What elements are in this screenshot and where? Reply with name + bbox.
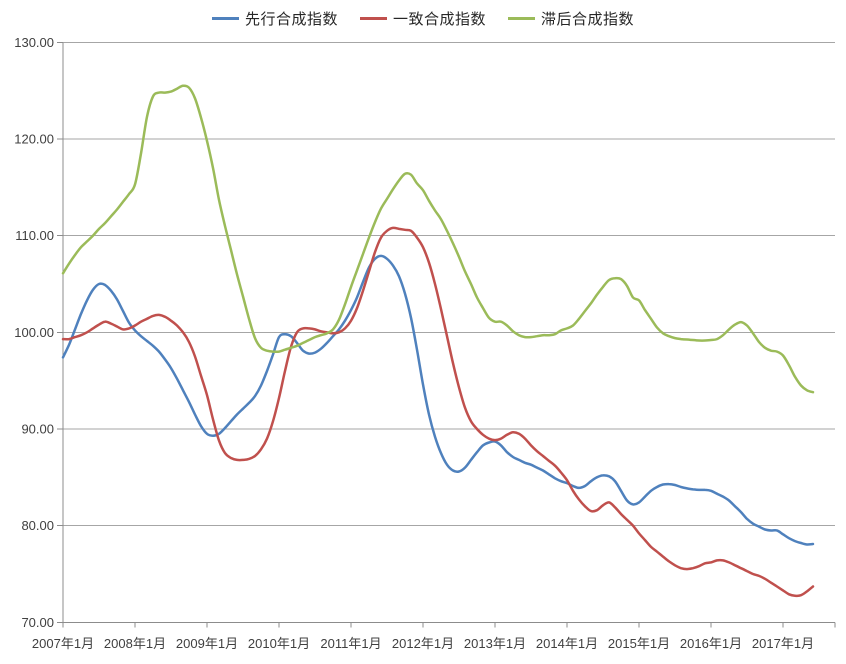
series-line-3 xyxy=(61,84,815,394)
legend-item-2: 一致合成指数 xyxy=(359,8,486,29)
y-axis-label-130: 130.00 xyxy=(14,35,54,50)
chart-legend: 先行合成指数 一致合成指数 滞后合成指数 xyxy=(0,8,846,29)
legend-label: 先行合成指数 xyxy=(244,11,338,28)
x-axis-label-2010: 2010年1月 xyxy=(248,636,310,651)
legend-line-swatch xyxy=(211,17,239,20)
x-axis-label-2012: 2012年1月 xyxy=(392,636,454,651)
x-axis-label-2016: 2016年1月 xyxy=(680,636,742,651)
x-axis-label-2009: 2009年1月 xyxy=(176,636,238,651)
legend-label: 一致合成指数 xyxy=(392,11,486,28)
series-line-2 xyxy=(61,226,815,598)
y-axis-label-120: 120.00 xyxy=(14,132,54,147)
y-axis-label-100: 100.00 xyxy=(14,325,54,340)
series-line-1 xyxy=(61,254,815,546)
x-axis-label-2007: 2007年1月 xyxy=(32,636,94,651)
x-axis-label-2011: 2011年1月 xyxy=(320,636,381,651)
x-axis-label-2017: 2017年1月 xyxy=(752,636,814,651)
x-axis-label-2014: 2014年1月 xyxy=(536,636,598,651)
legend-line-swatch xyxy=(508,17,535,20)
legend-item-1: 先行合成指数 xyxy=(211,8,338,29)
legend-label: 滞后合成指数 xyxy=(541,11,635,28)
y-axis-label-70: 70.00 xyxy=(21,615,54,630)
y-axis-label-80: 80.00 xyxy=(21,518,54,533)
y-axis-label-90: 90.00 xyxy=(21,422,54,437)
legend-line-swatch xyxy=(359,17,387,20)
x-axis-label-2013: 2013年1月 xyxy=(464,636,526,651)
x-axis-label-2008: 2008年1月 xyxy=(104,636,166,651)
y-axis-label-110: 110.00 xyxy=(15,228,54,243)
x-axis-label-2015: 2015年1月 xyxy=(608,636,670,651)
legend-item-3: 滞后合成指数 xyxy=(508,8,634,29)
